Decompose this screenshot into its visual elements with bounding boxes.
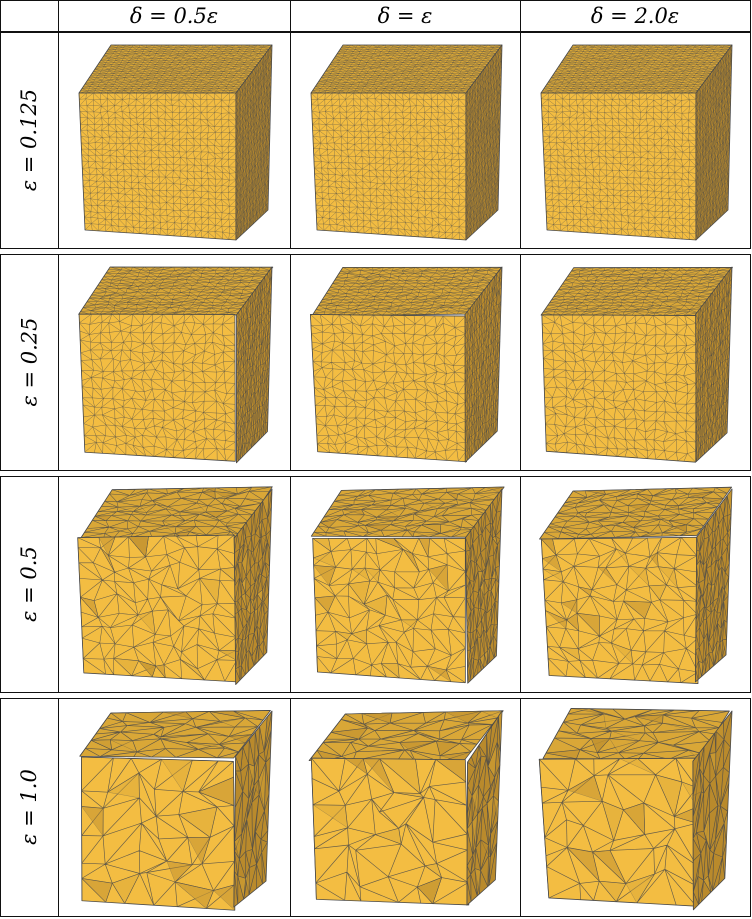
row-2-divider-2 <box>520 476 521 693</box>
mesh-cell-row3-col1 <box>291 699 520 916</box>
cube-mesh-r1c1 <box>309 266 503 463</box>
cube-mesh-r2c0 <box>77 486 273 685</box>
cube-front-face <box>78 313 236 462</box>
mesh-cell-row2-col0 <box>59 477 290 692</box>
mesh-cell-row1-col1 <box>291 255 520 470</box>
row-1-divider-1 <box>290 254 291 471</box>
cube-right-face <box>464 266 503 463</box>
row-3-divider-0 <box>58 698 59 917</box>
row-1-divider-2 <box>520 254 521 471</box>
row-label-eps-1-0: ε = 1.0 <box>17 769 41 845</box>
cube-right-face <box>235 44 273 241</box>
mesh-cell-row0-col2 <box>521 33 750 248</box>
mesh-cell-row2-col2 <box>521 477 750 692</box>
cube-front-face <box>310 757 470 906</box>
row-1-right-line <box>750 254 751 471</box>
cube-front-face <box>310 92 467 241</box>
cube-top-face <box>542 707 730 760</box>
cube-right-face <box>233 710 273 908</box>
row-3-top-line <box>0 698 751 699</box>
header-divider-2 <box>520 0 521 32</box>
row-0-bottom-line <box>0 248 751 249</box>
row-2-right-line <box>750 476 751 693</box>
cube-front-face <box>309 314 468 463</box>
cube-top-face <box>78 266 274 316</box>
row-0-divider-1 <box>290 32 291 249</box>
cube-mesh-r1c2 <box>540 266 733 463</box>
cube-top-face <box>80 486 273 540</box>
mesh-cell-row1-col2 <box>521 255 750 470</box>
cube-mesh-r0c0 <box>78 44 273 241</box>
header-divider-0 <box>58 0 59 32</box>
row-2-bottom-line <box>0 692 751 693</box>
row-1-top-line <box>0 254 751 255</box>
cube-right-face <box>233 488 273 685</box>
column-header-delta-2-0: δ = 2.0ε <box>590 4 680 28</box>
header-top-line <box>0 0 751 1</box>
cube-top-face <box>539 486 733 540</box>
cube-top-face <box>79 710 271 759</box>
row-1-divider-0 <box>58 254 59 471</box>
cube-top-face <box>310 486 505 538</box>
cube-right-face <box>694 488 733 683</box>
cube-right-face <box>465 44 503 241</box>
cube-front-face <box>540 92 697 241</box>
header-right-line <box>750 0 751 32</box>
cube-mesh-r0c1 <box>310 44 503 241</box>
row-label-eps-0-25: ε = 0.25 <box>17 317 42 407</box>
mesh-cell-row3-col2 <box>521 699 750 916</box>
row-2-left-line <box>0 476 1 693</box>
cube-right-face <box>236 266 273 464</box>
cube-front-face <box>541 314 697 463</box>
cube-right-face <box>692 710 733 911</box>
header-left-line <box>0 0 1 32</box>
mesh-cell-row1-col0 <box>59 255 290 470</box>
header-bottom-line <box>0 31 751 32</box>
cube-front-face <box>78 92 237 241</box>
cube-mesh-r1c0 <box>78 266 274 464</box>
mesh-cell-row3-col0 <box>59 699 290 916</box>
row-0-top-line <box>0 32 751 33</box>
cube-front-face <box>538 757 698 907</box>
row-3-left-line <box>0 698 1 917</box>
row-1-bottom-line <box>0 470 751 471</box>
cube-front-face <box>540 536 699 684</box>
cube-top-face <box>310 44 503 94</box>
row-3-divider-2 <box>520 698 521 917</box>
cube-front-face <box>311 537 466 684</box>
row-3-bottom-line <box>0 916 751 917</box>
row-label-eps-0-125: ε = 0.125 <box>17 88 41 192</box>
row-2-divider-1 <box>290 476 291 693</box>
row-3-divider-1 <box>290 698 291 917</box>
cube-mesh-r3c2 <box>538 707 733 911</box>
row-0-divider-0 <box>58 32 59 249</box>
header-divider-1 <box>290 0 291 32</box>
mesh-cell-row0-col0 <box>59 33 290 248</box>
mesh-cell-row2-col1 <box>291 477 520 692</box>
row-2-top-line <box>0 476 751 477</box>
cube-mesh-r3c1 <box>308 710 504 906</box>
cube-front-face <box>80 756 236 911</box>
cube-right-face <box>695 44 733 241</box>
cube-right-face <box>465 488 503 684</box>
row-label-eps-0-5: ε = 0.5 <box>17 546 41 622</box>
row-0-divider-2 <box>520 32 521 249</box>
row-0-right-line <box>750 32 751 249</box>
cube-mesh-r3c0 <box>79 710 273 911</box>
cube-right-face <box>466 710 503 906</box>
row-1-left-line <box>0 254 1 471</box>
column-header-delta-0-5: δ = 0.5ε <box>129 4 219 28</box>
row-3-right-line <box>750 698 751 917</box>
column-header-delta-1-0: δ = ε <box>377 4 433 28</box>
cube-mesh-r2c1 <box>310 486 505 684</box>
cube-front-face <box>77 534 238 683</box>
row-0-left-line <box>0 32 1 249</box>
cube-right-face <box>695 266 733 462</box>
mesh-cell-row0-col1 <box>291 33 520 248</box>
cube-top-face <box>308 710 504 763</box>
row-2-divider-0 <box>58 476 59 693</box>
cube-mesh-r2c2 <box>539 486 733 684</box>
cube-mesh-r0c2 <box>540 44 733 241</box>
